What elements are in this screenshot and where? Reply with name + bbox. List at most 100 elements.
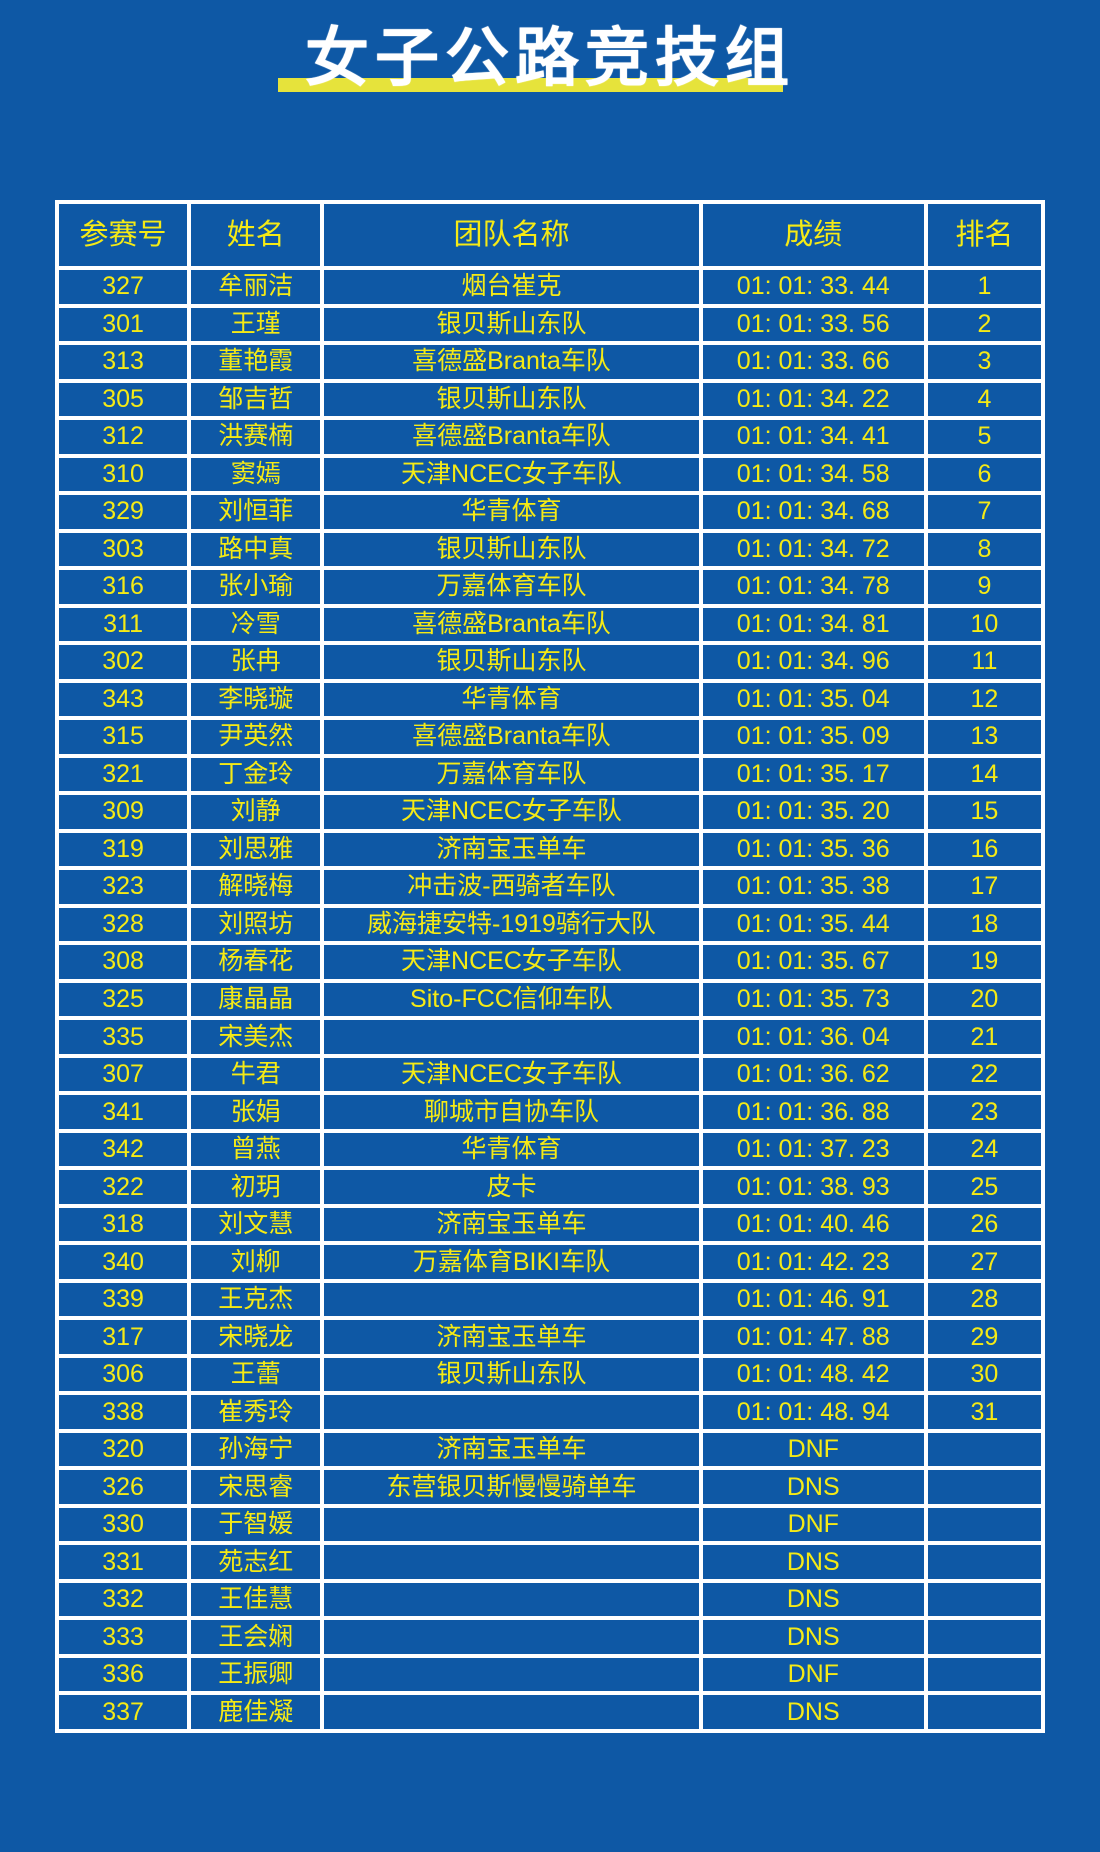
cell-race-number: 325 xyxy=(59,982,188,1017)
cell-race-number: 338 xyxy=(59,1395,188,1429)
cell-name: 刘照坊 xyxy=(191,907,321,942)
cell-name: 曾燕 xyxy=(191,1132,321,1167)
cell-team: 华青体育 xyxy=(324,682,699,717)
cell-rank: 17 xyxy=(927,870,1041,904)
cell-result: 01: 01: 36. 04 xyxy=(702,1020,924,1054)
cell-team: 济南宝玉单车 xyxy=(324,832,699,867)
cell-race-number: 332 xyxy=(59,1582,188,1617)
cell-race-number: 326 xyxy=(59,1470,188,1504)
cell-rank xyxy=(927,1507,1041,1542)
column-header-rank: 排名 xyxy=(927,204,1041,266)
cell-race-number: 328 xyxy=(59,907,188,942)
cell-name: 初玥 xyxy=(191,1170,321,1204)
cell-team xyxy=(324,1695,699,1729)
cell-rank: 3 xyxy=(927,345,1041,379)
cell-team: 银贝斯山东队 xyxy=(324,307,699,342)
cell-rank: 28 xyxy=(927,1282,1041,1317)
cell-name: 宋美杰 xyxy=(191,1020,321,1054)
cell-name: 董艳霞 xyxy=(191,345,321,379)
cell-name: 刘思雅 xyxy=(191,832,321,867)
cell-team: 济南宝玉单车 xyxy=(324,1320,699,1354)
cell-result: 01: 01: 35. 36 xyxy=(702,832,924,867)
cell-team: 喜德盛Branta车队 xyxy=(324,607,699,642)
cell-result: 01: 01: 33. 44 xyxy=(702,270,924,304)
cell-name: 宋思睿 xyxy=(191,1470,321,1504)
results-table: 参赛号 姓名 团队名称 成绩 排名 327 牟丽洁 烟台崔克 01: 01: 33. 44 1 30… xyxy=(55,200,1045,1733)
cell-rank: 30 xyxy=(927,1357,1041,1392)
cell-race-number: 312 xyxy=(59,420,188,454)
cell-result: 01: 01: 40. 46 xyxy=(702,1207,924,1242)
cell-name: 孙海宁 xyxy=(191,1432,321,1467)
cell-name: 洪赛楠 xyxy=(191,420,321,454)
cell-result: 01: 01: 34. 78 xyxy=(702,570,924,604)
cell-name: 王克杰 xyxy=(191,1282,321,1317)
cell-result: 01: 01: 34. 22 xyxy=(702,382,924,417)
cell-result: 01: 01: 34. 81 xyxy=(702,607,924,642)
cell-result: 01: 01: 34. 72 xyxy=(702,532,924,567)
cell-race-number: 308 xyxy=(59,945,188,979)
cell-race-number: 323 xyxy=(59,870,188,904)
cell-race-number: 331 xyxy=(59,1545,188,1579)
cell-team: 聊城市自协车队 xyxy=(324,1095,699,1129)
cell-rank xyxy=(927,1657,1041,1692)
cell-team: Sito-FCC信仰车队 xyxy=(324,982,699,1017)
cell-team: 万嘉体育BIKI车队 xyxy=(324,1245,699,1279)
cell-team xyxy=(324,1395,699,1429)
cell-name: 邹吉哲 xyxy=(191,382,321,417)
cell-rank xyxy=(927,1432,1041,1467)
cell-result: DNF xyxy=(702,1432,924,1467)
cell-race-number: 322 xyxy=(59,1170,188,1204)
cell-rank: 14 xyxy=(927,757,1041,792)
cell-team: 威海捷安特-1919骑行大队 xyxy=(324,907,699,942)
cell-rank: 25 xyxy=(927,1170,1041,1204)
cell-rank: 9 xyxy=(927,570,1041,604)
cell-rank: 4 xyxy=(927,382,1041,417)
cell-race-number: 306 xyxy=(59,1357,188,1392)
cell-race-number: 329 xyxy=(59,495,188,529)
cell-team xyxy=(324,1657,699,1692)
cell-result: 01: 01: 38. 93 xyxy=(702,1170,924,1204)
cell-race-number: 342 xyxy=(59,1132,188,1167)
cell-result: 01: 01: 36. 62 xyxy=(702,1057,924,1092)
cell-rank: 23 xyxy=(927,1095,1041,1129)
cell-name: 崔秀玲 xyxy=(191,1395,321,1429)
cell-result: 01: 01: 35. 38 xyxy=(702,870,924,904)
cell-team xyxy=(324,1282,699,1317)
cell-result: 01: 01: 34. 41 xyxy=(702,420,924,454)
cell-rank: 13 xyxy=(927,720,1041,754)
cell-name: 张小瑜 xyxy=(191,570,321,604)
cell-race-number: 321 xyxy=(59,757,188,792)
cell-race-number: 320 xyxy=(59,1432,188,1467)
cell-team: 天津NCEC女子车队 xyxy=(324,1057,699,1092)
cell-result: 01: 01: 35. 17 xyxy=(702,757,924,792)
cell-race-number: 315 xyxy=(59,720,188,754)
cell-team: 银贝斯山东队 xyxy=(324,532,699,567)
cell-name: 王会娴 xyxy=(191,1620,321,1654)
cell-rank: 8 xyxy=(927,532,1041,567)
cell-rank xyxy=(927,1545,1041,1579)
cell-race-number: 330 xyxy=(59,1507,188,1542)
column-header-result: 成绩 xyxy=(702,204,924,266)
cell-name: 杨春花 xyxy=(191,945,321,979)
page-title: 女子公路竞技组 xyxy=(305,22,795,94)
cell-team: 烟台崔克 xyxy=(324,270,699,304)
cell-name: 苑志红 xyxy=(191,1545,321,1579)
cell-name: 宋晓龙 xyxy=(191,1320,321,1354)
cell-name: 李晓璇 xyxy=(191,682,321,717)
cell-race-number: 327 xyxy=(59,270,188,304)
cell-team: 万嘉体育车队 xyxy=(324,757,699,792)
cell-name: 路中真 xyxy=(191,532,321,567)
cell-name: 窦嫣 xyxy=(191,457,321,492)
cell-rank: 29 xyxy=(927,1320,1041,1354)
cell-result: 01: 01: 46. 91 xyxy=(702,1282,924,1317)
cell-result: 01: 01: 34. 96 xyxy=(702,645,924,679)
cell-result: 01: 01: 35. 04 xyxy=(702,682,924,717)
cell-name: 刘恒菲 xyxy=(191,495,321,529)
cell-team: 万嘉体育车队 xyxy=(324,570,699,604)
cell-team: 济南宝玉单车 xyxy=(324,1432,699,1467)
cell-name: 张娟 xyxy=(191,1095,321,1129)
page-title-block: 女子公路竞技组 xyxy=(0,26,1100,92)
cell-result: 01: 01: 34. 68 xyxy=(702,495,924,529)
cell-team: 华青体育 xyxy=(324,495,699,529)
